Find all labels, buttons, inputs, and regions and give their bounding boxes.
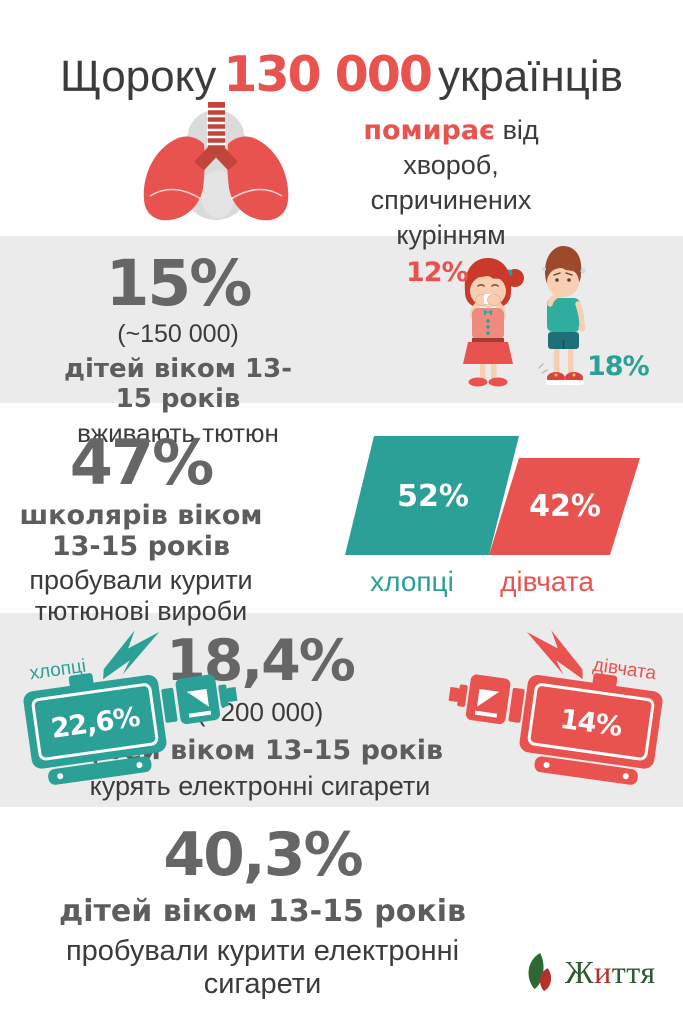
title-post: українців xyxy=(437,52,624,101)
boy-illustration xyxy=(538,246,586,385)
tobacco-percent: 15% xyxy=(105,247,253,320)
tried-action-line1: пробували курити xyxy=(29,565,253,595)
tried-tobacco-stat: 47% школярів віком 13-15 років пробували… xyxy=(16,432,266,627)
lightning-icon xyxy=(103,630,160,680)
girls-bar-value: 42% xyxy=(529,489,601,524)
tobacco-who: дітей віком 13-15 років xyxy=(63,354,293,414)
page-title: Щороку 130 000 українців xyxy=(0,46,683,103)
logo-part-red: и xyxy=(594,953,612,990)
girl-illustration xyxy=(463,258,524,387)
ecig-tried-who: дітей віком 13-15 років xyxy=(58,894,467,929)
boys-vape-illustration: хлопці 22,6% xyxy=(23,630,240,785)
lightning-icon xyxy=(526,630,583,680)
logo-part-green1: Ж xyxy=(565,953,595,990)
ecig-action: курять електронні сигарети xyxy=(89,771,431,801)
logo-part-green2: ття xyxy=(611,953,656,990)
girls-bar-label: дівчата xyxy=(500,566,594,597)
ecig-tried-percent: 40,3% xyxy=(163,820,363,890)
leaf-logo-icon xyxy=(528,953,552,991)
subtitle-line-1: помирає від хвороб, xyxy=(318,113,584,183)
tried-tobacco-bar-chart: 52% 42% хлопці дівчата xyxy=(345,436,640,597)
girls-vape-illustration: дівчата 14% xyxy=(446,630,663,785)
boys-bar-label: хлопці xyxy=(370,566,454,597)
tobacco-approx: (~150 000) xyxy=(117,320,239,348)
boys-percent-label: 18% xyxy=(587,351,650,382)
logo-text: Життя xyxy=(565,954,656,991)
subtitle-line-2: спричинених xyxy=(370,185,532,215)
tobacco-use-stat: 15% (~150 000) дітей віком 13-15 років в… xyxy=(48,252,308,449)
tried-action-line2: тютюнові вироби xyxy=(34,596,248,626)
header-subtitle: помирає від хвороб, спричинених курінням xyxy=(318,113,584,253)
zhyttia-logo: Життя xyxy=(524,951,656,993)
subtitle-bold-word: помирає xyxy=(363,115,496,146)
boys-bar xyxy=(345,436,519,555)
subtitle-line-3: курінням xyxy=(396,220,506,250)
tried-who-line2: 13-15 років xyxy=(51,531,231,562)
title-pre: Щороку xyxy=(59,52,217,101)
girls-bar xyxy=(489,458,640,555)
boys-bar-value: 52% xyxy=(397,479,469,514)
tried-percent: 47% xyxy=(69,426,214,499)
kids-illustration xyxy=(463,246,586,387)
ecig-tried-stat: 40,3% дітей віком 13-15 років пробували … xyxy=(35,825,490,1001)
subtitle-rest: від хвороб, xyxy=(403,115,539,180)
girls-percent-label: 12% xyxy=(406,257,469,288)
title-number: 130 000 xyxy=(223,46,433,103)
tobacco-action: вживають тютюн xyxy=(77,418,279,448)
lungs-icon xyxy=(143,102,289,221)
tried-who-line1: школярів віком xyxy=(19,500,263,531)
ecig-tried-action: пробували курити електронні сигарети xyxy=(65,935,460,1000)
